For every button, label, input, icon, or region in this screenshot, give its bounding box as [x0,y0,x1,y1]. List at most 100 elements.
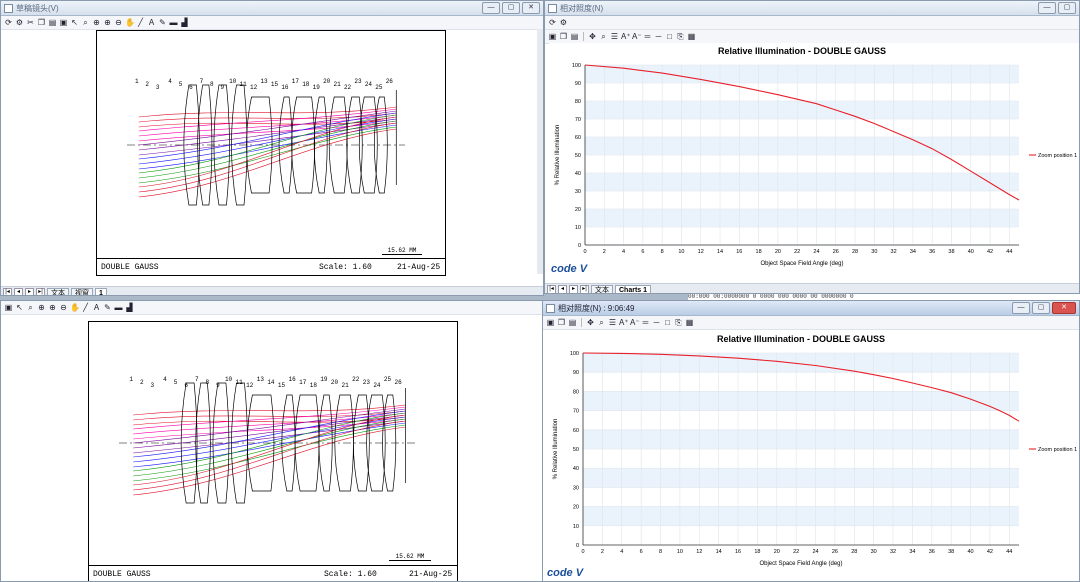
surface-label: 8 [206,379,210,386]
tab-last-button[interactable]: ▸| [580,285,589,293]
zoom-out-icon[interactable]: ⊖ [60,303,67,312]
save-icon[interactable]: ▣ [59,18,68,27]
cut-icon[interactable]: ✂ [27,18,34,27]
zoom-fit-icon[interactable]: ⊕ [38,303,45,312]
x-tick-label: 2 [601,549,604,555]
list-icon[interactable]: ☰ [608,318,617,327]
dash-icon[interactable]: ▬ [114,303,123,312]
copy-icon[interactable]: ❐ [37,18,46,27]
save-icon[interactable]: ▣ [548,32,557,41]
export-icon[interactable]: ⎘ [675,318,682,327]
grid-icon[interactable]: ▦ [685,318,694,327]
close-button[interactable]: ✕ [522,2,540,14]
zoom-icon[interactable]: ⌕ [599,318,604,327]
maximize-button[interactable]: ▢ [502,2,520,14]
separator [583,32,584,41]
lens-element [366,394,386,492]
restore-button[interactable]: ▢ [1058,2,1076,14]
chart-titlebar[interactable]: 相对照度(N) — ▢ [545,1,1079,16]
line-icon[interactable]: ╱ [138,18,143,27]
zoom-in-icon[interactable]: ⊕ [104,18,111,27]
vertical-scrollbar[interactable] [537,29,543,274]
line-thick-icon[interactable]: ═ [642,318,649,327]
scale-bar: 15.62 MM [382,247,422,255]
tab-next-button[interactable]: ▸ [25,288,34,295]
settings-icon[interactable]: ⚙ [15,18,24,27]
minimize-button[interactable]: — [1038,2,1056,14]
paste-icon[interactable]: ▤ [48,18,57,27]
grid-icon[interactable]: ▦ [687,32,696,41]
layout-sheet: 1 2 3 4 5 6 7 8 9 10 11 12 13 15 16 17 18 19 20 21 22 23 24 25 2… [96,30,446,276]
lens-layout-titlebar[interactable]: 草稿镜头(V) — ▢ ✕ [1,1,543,16]
font-increase-icon[interactable]: A⁺ [619,318,629,327]
zoom-out-icon[interactable]: ⊖ [115,18,122,27]
zoom-icon[interactable]: ⌕ [601,32,606,41]
print-icon[interactable]: ▤ [568,318,577,327]
zoom-fit-icon[interactable]: ✥ [589,32,596,41]
relative-illumination-window-bottom[interactable]: 相对照度(N) : 9:06:49 — ▢ ✕ ▣ ❐ ▤ ✥ ⌕ ☰ A⁺ A… [542,300,1080,582]
list-icon[interactable]: ☰ [610,32,619,41]
minimize-button[interactable]: — [1012,302,1030,314]
x-tick-label: 16 [736,249,742,255]
tab-prev-button[interactable]: ◂ [14,288,23,295]
print-icon[interactable]: ▤ [570,32,579,41]
tab-last-button[interactable]: ▸| [36,288,45,295]
font-increase-icon[interactable]: A⁺ [621,32,631,41]
font-decrease-icon[interactable]: A⁻ [630,318,640,327]
tab-text[interactable]: 文本 [47,287,69,295]
chart-icon[interactable]: ▟ [181,18,188,27]
text-icon[interactable]: A [148,18,155,27]
lens-layout-window-bottom[interactable]: ▣ ↖ ⌕ ⊕ ⊕ ⊖ ✋ ╱ A ✎ ▬ ▟ 1 2 3 4 5 6 7 8 9 10 11 12 13 14 15 16 17 18… [0,300,544,582]
tab-first-button[interactable]: |◂ [547,285,556,293]
relative-illumination-window-top[interactable]: 相对照度(N) — ▢ ⟳ ⚙ ▣ ❐ ▤ ✥ ⌕ ☰ A⁺ A⁻ ═ ─ □ … [544,0,1080,294]
close-button[interactable]: ✕ [1052,302,1076,314]
export-icon[interactable]: ⎘ [677,32,684,41]
refresh-icon[interactable]: ⟳ [549,18,556,27]
x-tick-label: 16 [735,549,741,555]
chart-tab-bar: |◂ ◂ ▸ ▸| 文本 Charts 1 [545,283,1079,293]
pointer-icon[interactable]: ↖ [71,18,78,27]
tab-text[interactable]: 文本 [591,284,613,293]
chart-titlebar[interactable]: 相对照度(N) : 9:06:49 — ▢ ✕ [543,301,1079,316]
copy-icon[interactable]: ❐ [559,32,568,41]
x-axis-label: Object Space Field Angle (deg) [759,561,842,567]
font-decrease-icon[interactable]: A⁻ [632,32,642,41]
save-icon[interactable]: ▣ [4,303,13,312]
x-tick-label: 4 [622,249,625,255]
pencil-icon[interactable]: ✎ [159,18,166,27]
line-thin-icon[interactable]: ─ [653,318,660,327]
minimize-button[interactable]: — [482,2,500,14]
maximize-button[interactable]: ▢ [1032,302,1050,314]
line-thin-icon[interactable]: ─ [655,32,662,41]
tab-view[interactable]: 视窗 [71,287,93,295]
zoom-box-icon[interactable]: ⌕ [28,303,33,312]
surface-label: 11 [236,379,244,386]
tab-next-button[interactable]: ▸ [569,285,578,293]
zoom-fit-icon[interactable]: ⊕ [93,18,100,27]
grid-band [583,429,1019,449]
chart-icon[interactable]: ▟ [126,303,133,312]
tab-prev-button[interactable]: ◂ [558,285,567,293]
line-thick-icon[interactable]: ═ [644,32,651,41]
pan-icon[interactable]: ✋ [70,303,80,312]
text-icon[interactable]: A [93,303,100,312]
pan-icon[interactable]: ✋ [125,18,135,27]
x-tick-label: 44 [1006,249,1012,255]
frame-icon[interactable]: □ [667,32,672,41]
pencil-icon[interactable]: ✎ [104,303,111,312]
save-icon[interactable]: ▣ [546,318,555,327]
dash-icon[interactable]: ▬ [169,18,178,27]
zoom-in-icon[interactable]: ⊕ [49,303,56,312]
pointer-icon[interactable]: ↖ [16,303,23,312]
zoom-fit-icon[interactable]: ✥ [587,318,594,327]
frame-icon[interactable]: □ [665,318,670,327]
settings-icon[interactable]: ⚙ [559,18,568,27]
tab-1[interactable]: 1 [95,287,107,295]
copy-icon[interactable]: ❐ [557,318,566,327]
tab-first-button[interactable]: |◂ [3,288,12,295]
tab-charts-1[interactable]: Charts 1 [615,284,652,293]
zoom-box-icon[interactable]: ⌕ [83,18,88,27]
refresh-icon[interactable]: ⟳ [5,18,12,27]
line-icon[interactable]: ╱ [83,303,88,312]
